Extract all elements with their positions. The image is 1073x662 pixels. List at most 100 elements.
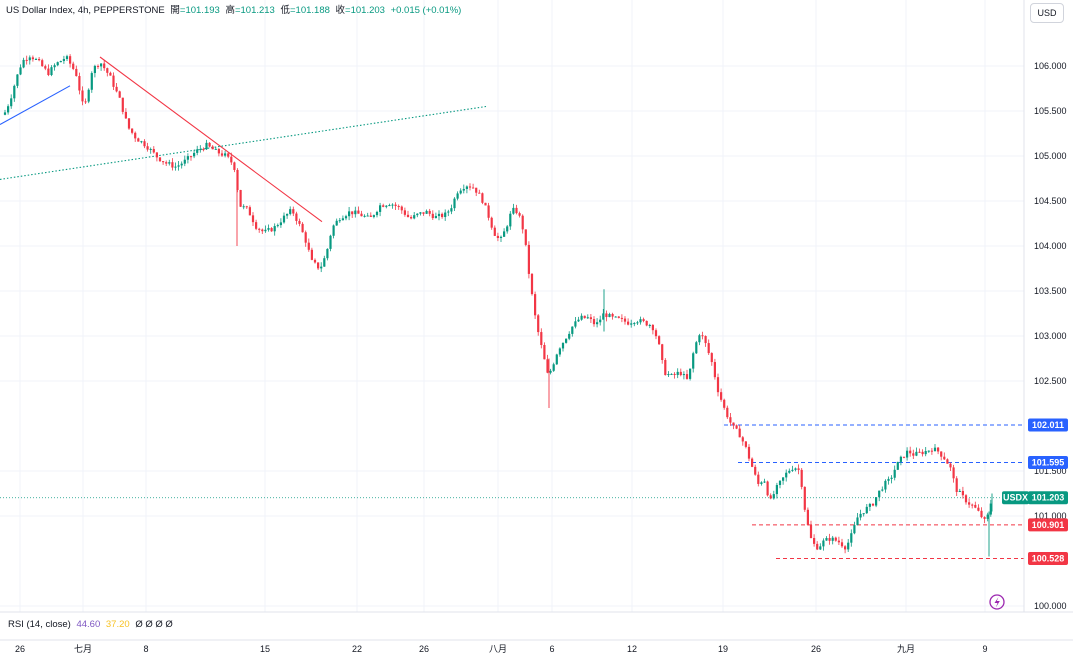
candle-body (273, 226, 276, 232)
candle-body (165, 162, 168, 164)
candle-body (230, 156, 233, 163)
candle-body (661, 344, 664, 360)
symbol-title[interactable]: US Dollar Index, 4h, PEPPERSTONE (6, 5, 165, 16)
price-tick-label: 101.500 (1034, 466, 1067, 476)
candle-body (949, 463, 952, 468)
candle-body (50, 67, 53, 76)
candle-body (775, 485, 778, 495)
candle-body (304, 232, 307, 243)
candle-body (7, 106, 10, 113)
candle-body (890, 477, 893, 479)
trendlines[interactable] (0, 56, 487, 223)
price-tick-label: 103.500 (1034, 286, 1067, 296)
candle-body (912, 453, 915, 456)
candle-body (379, 205, 382, 212)
candle-body (428, 210, 431, 214)
price-tick-label: 103.000 (1034, 331, 1067, 341)
candle-body (202, 149, 205, 151)
candle-body (462, 188, 465, 191)
open-value: =101.193 (179, 5, 220, 16)
candle-body (983, 517, 986, 519)
candle-body (56, 62, 59, 66)
candle-body (568, 333, 571, 339)
candle-body (986, 514, 989, 519)
candle-body (825, 538, 828, 541)
candle-body (840, 542, 844, 547)
candle-body (766, 481, 769, 496)
rsi-legend[interactable]: RSI (14, close) 44.60 37.20 Ø Ø Ø Ø (8, 618, 173, 632)
candle-body (676, 371, 679, 375)
candle-body (707, 343, 710, 354)
lightning-icon[interactable] (989, 594, 1005, 610)
candle-body (344, 216, 348, 219)
candle-body (571, 326, 574, 334)
candle-body (239, 189, 242, 207)
price-tags: 102.011 101.595 100.901 100.528 USDX 101.203 (1002, 418, 1068, 565)
candle-body (723, 399, 726, 408)
candle-body (614, 316, 617, 318)
candle-body (143, 141, 146, 147)
currency-button[interactable]: USD (1030, 3, 1064, 23)
candle-body (800, 469, 803, 487)
candle-body (499, 236, 503, 239)
candle-body (382, 205, 385, 207)
time-tick-label: 15 (260, 644, 270, 654)
candle-body (645, 320, 648, 326)
candle-body (307, 242, 310, 250)
price-axis[interactable]: 106.000 105.500 105.000 104.500 104.000 103.5… (1034, 61, 1067, 611)
candle-body (115, 86, 118, 92)
candle-body (788, 470, 791, 473)
level-tag-label: 100.901 (1032, 520, 1065, 530)
candle-body (121, 97, 124, 112)
candle-body (87, 89, 90, 102)
candle-body (22, 59, 25, 68)
candle-body (558, 348, 561, 355)
candle-body (106, 68, 109, 73)
candle-body (391, 204, 394, 206)
trendline-red[interactable] (99, 56, 323, 223)
candle-body (726, 407, 729, 418)
candle-body (93, 65, 96, 74)
candle-body (360, 213, 363, 217)
candle-body (809, 524, 813, 539)
candle-body (738, 428, 741, 438)
candle-body (224, 153, 227, 156)
symbol-legend: US Dollar Index, 4h, PEPPERSTONE 開=101.1… (6, 4, 461, 18)
candle-body (484, 202, 487, 206)
candle-body (716, 377, 720, 393)
candle-body (326, 248, 329, 259)
candle-body (565, 338, 568, 343)
trendline-blue[interactable] (0, 85, 71, 125)
candle-body (896, 461, 899, 470)
time-axis[interactable]: 26 七月 8 15 22 26 八月 6 12 19 26 九月 9 (15, 644, 988, 654)
candle-body (180, 163, 183, 166)
candle-body (689, 368, 692, 379)
candle-body (220, 153, 224, 156)
candle-body (940, 451, 943, 457)
candle-body (530, 273, 534, 295)
candle-body (251, 215, 255, 223)
candle-body (924, 451, 927, 455)
candle-body (980, 510, 983, 518)
candle-body (930, 450, 933, 452)
candle-body (909, 450, 912, 454)
price-levels[interactable] (0, 424, 1024, 559)
candle-body (496, 235, 499, 239)
candle-body (168, 162, 171, 164)
candle-body (34, 58, 38, 60)
candle-body (813, 538, 816, 544)
candle-body (540, 332, 543, 345)
candle-body (329, 235, 332, 249)
candle-body (958, 490, 961, 492)
candle-body (555, 354, 558, 365)
candle-body (118, 91, 121, 98)
candle-body (456, 193, 459, 199)
candle-body (785, 472, 788, 478)
candle-body (320, 266, 323, 269)
candle-body (422, 212, 425, 214)
candle-body (348, 211, 351, 217)
candle-body (186, 156, 189, 160)
trendline-dotted_green[interactable] (0, 105, 487, 180)
candle-body (633, 323, 636, 325)
